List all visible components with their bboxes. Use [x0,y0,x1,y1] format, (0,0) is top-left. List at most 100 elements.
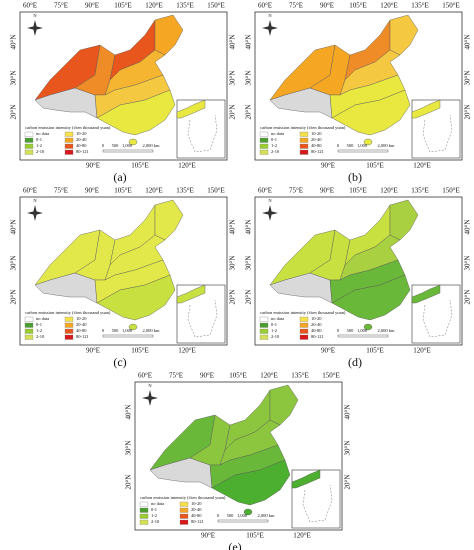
scale-bar [337,149,389,153]
province-region [211,459,291,506]
lon-label: 105°E [246,532,264,540]
legend-swatch [64,143,74,149]
lat-label: 40°N [464,35,472,50]
lon-label: 90°E [321,162,335,170]
lon-label: 90°E [321,347,335,355]
lon-label: 150°E [322,372,340,380]
scale-label: 0 [102,328,105,333]
scale-label: 0 [102,143,105,148]
legend-swatch [299,322,309,328]
legend-label: no data [36,316,49,321]
province-region [331,89,411,136]
lat-label: 30°N [464,71,472,86]
hainan [128,323,138,331]
legend-label: 80-121 [191,519,204,524]
lon-label: 105°E [114,2,132,10]
lat-label: 20°N [10,105,18,120]
lon-label: 120°E [178,162,196,170]
inset-coast [411,284,441,304]
lat-label: 40°N [10,35,18,50]
legend-label: 40-80 [311,328,322,333]
scale-label: 2,000 km [142,328,160,334]
legend-label: 80-121 [311,149,324,154]
panel-label: (b) [348,170,362,184]
lon-label: 90°E [201,532,215,540]
lat-label: 40°N [229,220,237,235]
legend-swatch [64,131,74,137]
lat-label: 20°N [464,105,472,120]
lat-label: 40°N [10,220,18,235]
lat-label: 20°N [245,290,253,305]
lon-label: 150°E [442,2,460,10]
legend-label: 2-10 [151,519,160,524]
lon-label: 105°E [229,372,247,380]
lon-label: 75°E [289,187,303,195]
legend-swatch [64,137,74,143]
compass [27,205,43,221]
lat-label: 30°N [245,71,253,86]
legend-swatch [139,519,149,525]
legend-swatch [259,149,269,155]
lon-label: 60°E [258,2,272,10]
lat-label: 40°N [344,405,352,420]
legend-label: no data [271,131,284,136]
legend-swatch [64,322,74,328]
inset-coast [291,469,321,489]
lon-label: 90°E [200,372,214,380]
legend-swatch [24,316,34,322]
legend-title: carbon emission intensity (t/ten thousan… [260,310,346,315]
lat-label: 30°N [245,256,253,271]
map-panel: 60°E 75°E 90°E 105°E 120°E 135°E 150°E 90°E 105°… [245,2,472,184]
legend-label: 1-2 [36,143,42,148]
legend-swatch [139,501,149,507]
lat-label: 20°N [125,475,133,490]
compass [142,390,158,406]
lon-label: 60°E [23,2,37,10]
legend-label: 20-40 [311,322,322,327]
province-region [331,274,411,321]
province-region [96,89,176,136]
legend-swatch [259,137,269,143]
map-panel: 60°E 75°E 90°E 105°E 120°E 135°E 150°E 90°E 105°… [10,187,237,369]
lat-label: 40°N [229,35,237,50]
lon-label: 120°E [145,187,163,195]
panel-label: (d) [348,355,362,369]
lon-label: 135°E [411,2,429,10]
legend-swatch [24,131,34,137]
legend-swatch [24,328,34,334]
legend-swatch [299,143,309,149]
map-panel: 60°E 75°E 90°E 105°E 120°E 135°E 150°E 90°E 105°… [10,2,237,184]
panel-label: (a) [113,170,126,184]
lat-label: 20°N [229,105,237,120]
legend-label: 40-80 [76,143,87,148]
panel-label: (e) [228,540,241,550]
scale-label: 2,000 km [377,143,395,149]
legend-label: 2-10 [36,334,45,339]
compass-n: N [268,198,272,203]
scale-bar [102,334,154,338]
lon-label: 90°E [320,2,334,10]
province-region [149,457,213,489]
panel-label: (c) [113,355,126,369]
legend-swatch [24,149,34,155]
hainan [128,138,138,146]
legend-label: 1-2 [271,143,277,148]
lat-label: 30°N [229,256,237,271]
legend-label: 2-10 [36,149,45,154]
legend-swatch [299,334,309,340]
lon-label: 90°E [85,187,99,195]
lat-label: 30°N [229,71,237,86]
legend-swatch [64,328,74,334]
lon-label: 135°E [176,187,194,195]
lon-label: 105°E [366,347,384,355]
lon-label: 75°E [169,372,183,380]
lon-label: 135°E [291,372,309,380]
legend-swatch [24,322,34,328]
legend-swatch [299,149,309,155]
inset-coast [411,99,441,119]
province-region [96,274,176,321]
province-region [269,272,333,304]
legend-label: 40-80 [76,328,87,333]
legend-label: 20-40 [191,507,202,512]
lat-label: 20°N [245,105,253,120]
